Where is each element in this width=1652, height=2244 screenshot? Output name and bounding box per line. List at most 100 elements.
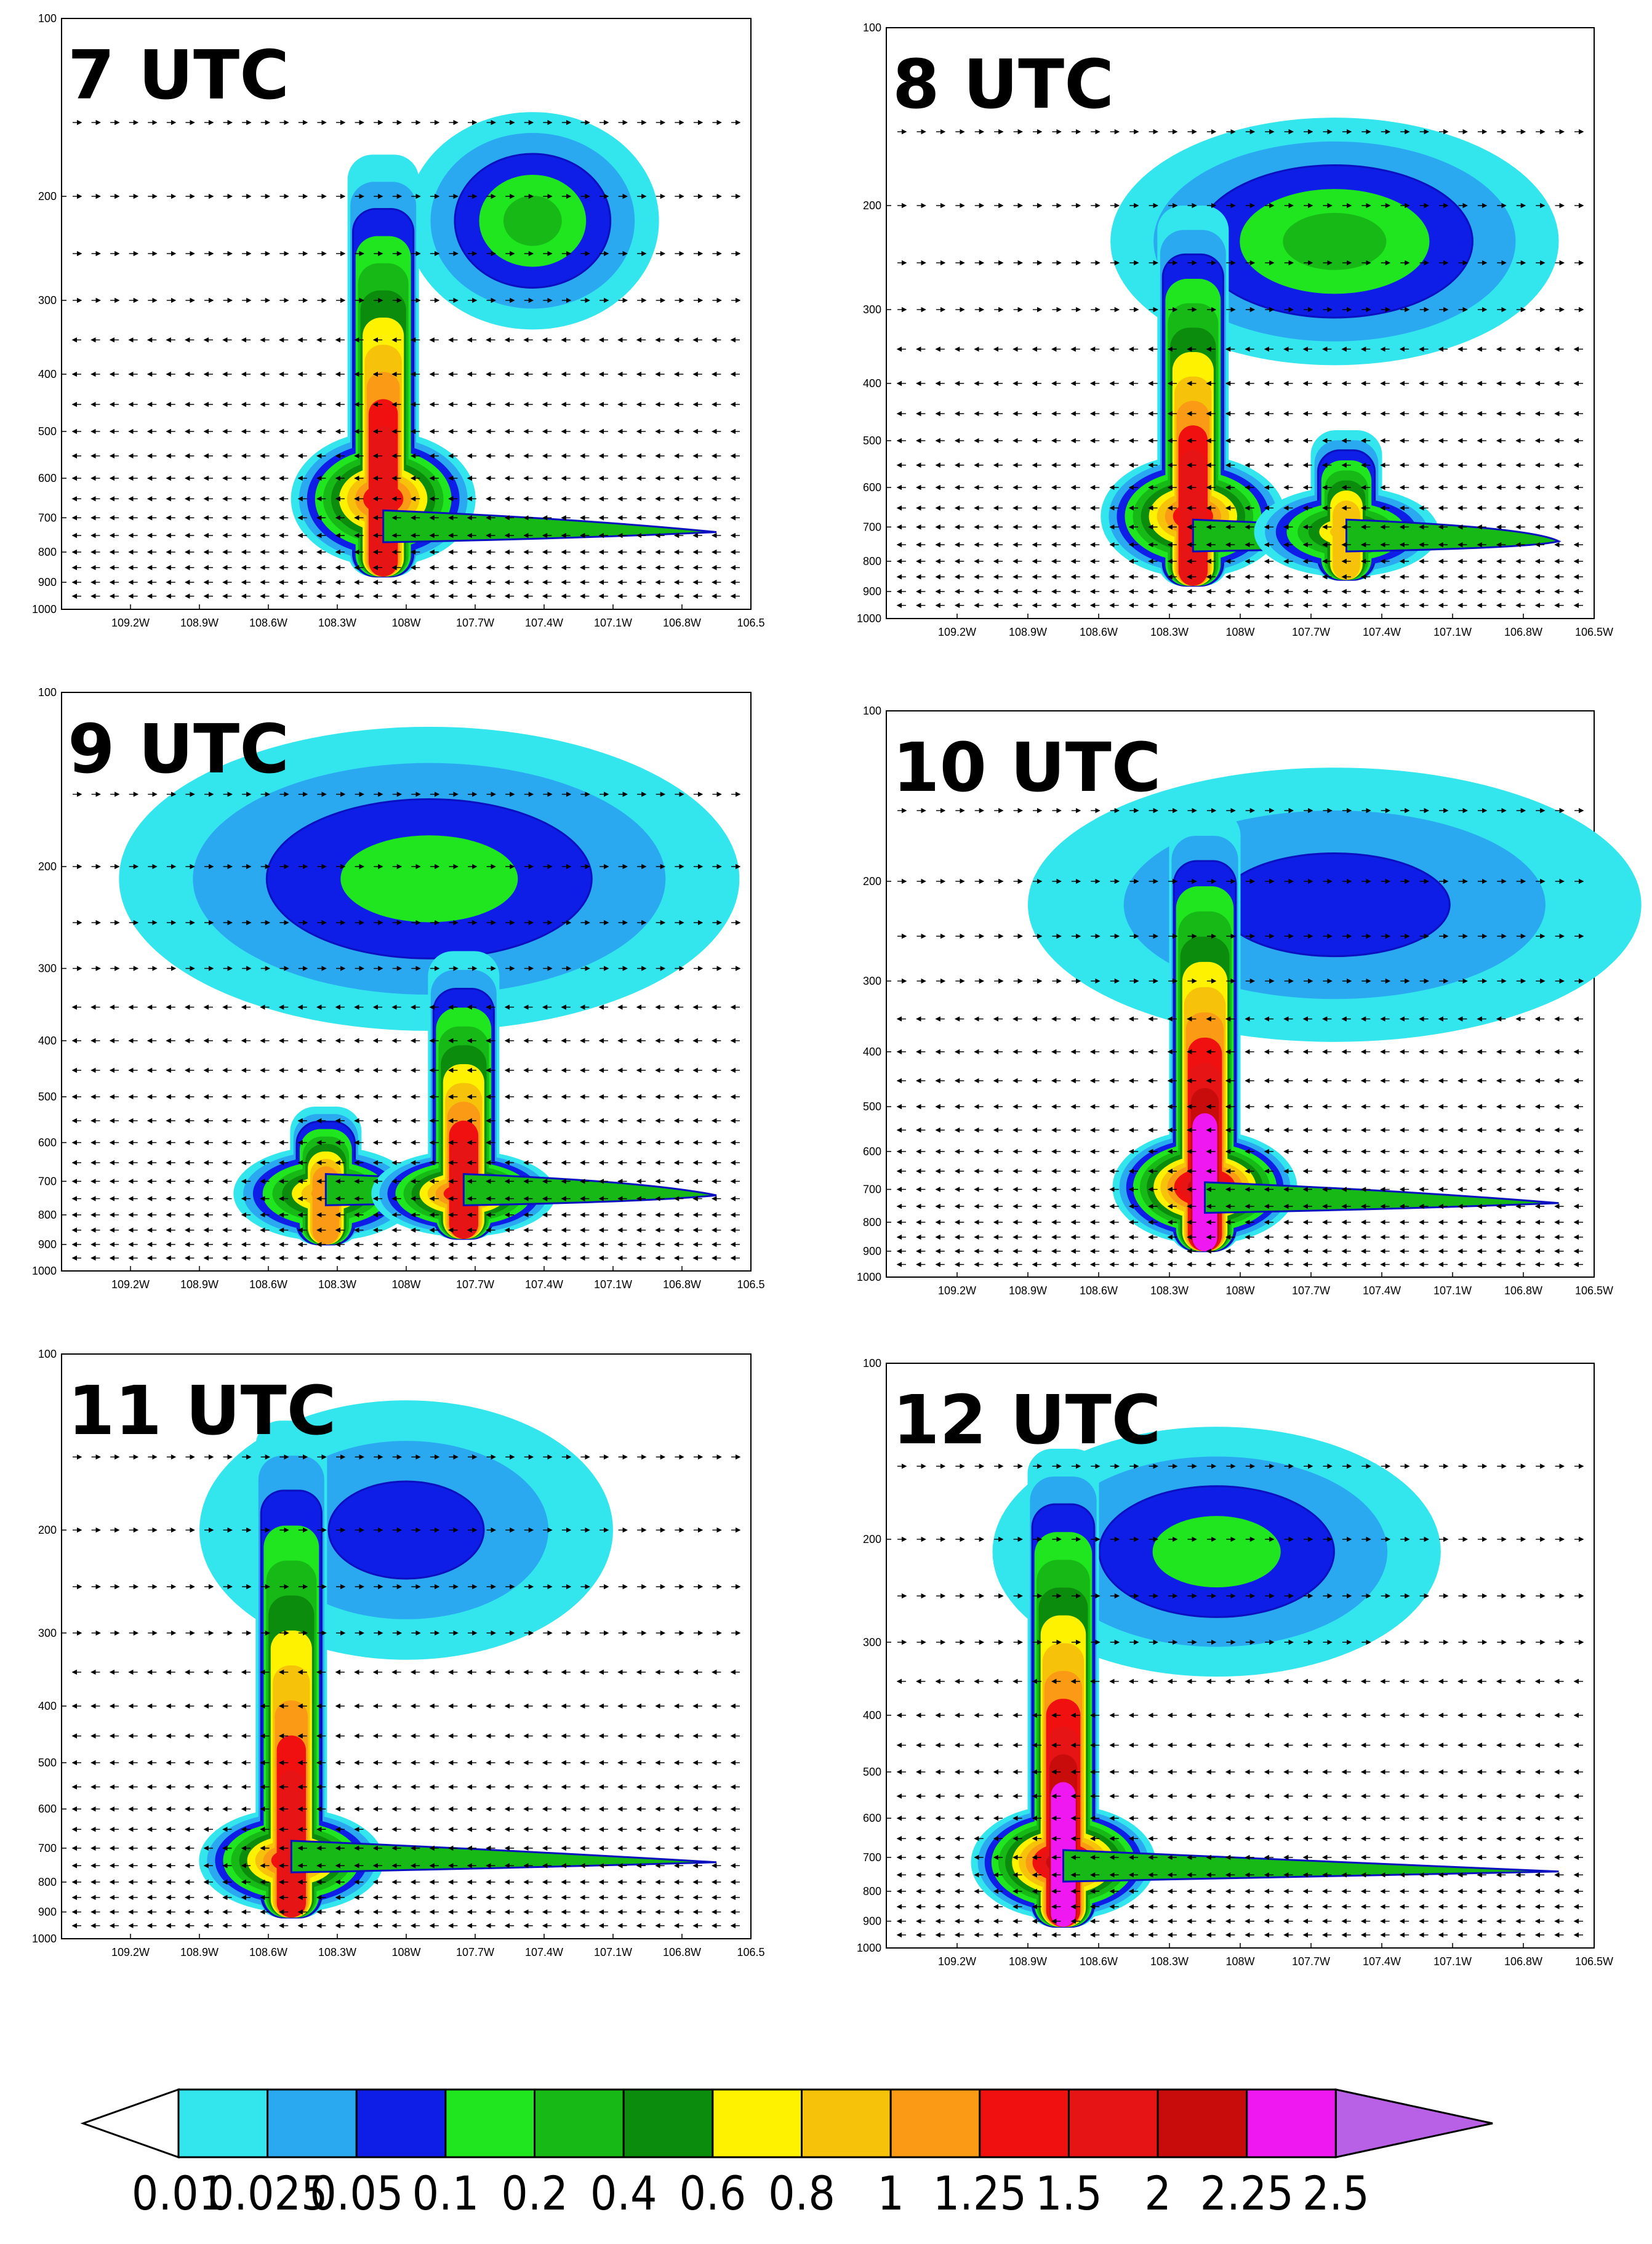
y-tick-label: 900: [863, 1245, 881, 1257]
y-tick-label: 300: [863, 975, 881, 987]
y-tick-label: 600: [38, 1803, 57, 1815]
y-tick-label: 400: [38, 1035, 57, 1047]
x-tick-label: 107.4W: [1363, 626, 1401, 638]
y-tick-label: 500: [38, 425, 57, 438]
y-tick-label: 600: [38, 1136, 57, 1148]
colorbar-label: 1.5: [1035, 2166, 1102, 2221]
y-tick-label: 900: [38, 1906, 57, 1918]
x-tick-label: 109.2W: [938, 626, 976, 638]
y-tick-label: 300: [38, 1627, 57, 1639]
x-tick-label: 107.1W: [594, 1946, 632, 1958]
y-tick-label: 100: [863, 705, 881, 717]
anvil-level-0.2: [503, 195, 562, 246]
y-tick-label: 1000: [857, 1271, 881, 1283]
y-tick-label: 800: [863, 555, 881, 567]
x-tick-label: 107.7W: [456, 617, 494, 629]
colorbar-label: 2: [1144, 2166, 1171, 2221]
y-tick-label: 200: [863, 199, 881, 212]
contour-field: [291, 112, 717, 578]
colorbar-box: [712, 2088, 803, 2158]
anvil-level-0.1: [340, 835, 518, 923]
outflow-tongue: [1204, 1181, 1559, 1214]
y-tick-label: 100: [38, 12, 57, 25]
y-tick-label: 1000: [32, 1933, 57, 1945]
y-tick-label: 200: [38, 190, 57, 202]
outflow-tongue: [382, 509, 717, 543]
x-tick-label: 109.2W: [111, 1946, 150, 1958]
y-tick-label: 600: [863, 1145, 881, 1158]
x-tick-label: 106.8W: [1504, 1284, 1542, 1297]
colorbar-label: 0.2: [501, 2166, 568, 2221]
wind-vectors: [896, 129, 1584, 608]
wind-vectors: [71, 119, 741, 599]
x-tick-label: 106.8W: [663, 1946, 701, 1958]
colorbar-box: [979, 2088, 1070, 2158]
y-tick-label: 200: [38, 860, 57, 873]
outflow-tongue: [290, 1840, 717, 1873]
colorbar-box: [267, 2088, 358, 2158]
x-tick-label: 108W: [1225, 1955, 1254, 1968]
x-tick-label: 108.6W: [249, 617, 287, 629]
y-tick-label: 100: [863, 1357, 881, 1369]
colorbar-box: [1157, 2088, 1248, 2158]
contour-field: [1101, 118, 1562, 587]
y-tick-label: 700: [38, 1175, 57, 1187]
x-tick-label: 109.2W: [938, 1955, 976, 1968]
colorbar-label: 0.4: [590, 2166, 657, 2221]
contour-field: [971, 1427, 1559, 1928]
x-tick-label: 106.8W: [663, 617, 701, 629]
panel-6: 100 200 300 400 500 600 700 800 900 1000 109.2W 108…: [857, 1357, 1613, 1968]
y-tick-label: 500: [863, 1100, 881, 1113]
y-tick-label: 300: [38, 294, 57, 307]
y-tick-label: 400: [863, 377, 881, 390]
colorbar-under-triangle: [80, 2088, 180, 2159]
x-tick-label: 108W: [391, 1278, 420, 1291]
x-tick-label: 108.9W: [1009, 626, 1047, 638]
colorbar-box: [889, 2088, 981, 2158]
contour-field: [199, 1400, 717, 1919]
y-tick-label: 100: [38, 1348, 57, 1360]
x-tick-label: 108W: [391, 1946, 420, 1958]
x-tick-label: 107.7W: [1292, 1955, 1330, 1968]
colorbar-label: 0.025: [207, 2166, 328, 2221]
x-tick-label: 108W: [1225, 626, 1254, 638]
panel-1: 100 200 300 400 500 600 700 800 900 1000 109.2W 108…: [32, 12, 765, 629]
x-tick-label: 108.3W: [318, 1946, 356, 1958]
x-tick-label: 107.1W: [1433, 626, 1472, 638]
y-tick-label: 900: [863, 585, 881, 598]
wind-vectors: [896, 807, 1584, 1267]
colorbar-label: 2.25: [1200, 2166, 1294, 2221]
x-tick-label: 107.4W: [525, 617, 563, 629]
panel-4: 100 200 300 400 500 600 700 800 900 1000 109.2W 108…: [857, 705, 1642, 1297]
x-tick-label: 108W: [1225, 1284, 1254, 1297]
y-tick-label: 1000: [32, 603, 57, 615]
x-tick-label: 108W: [391, 617, 420, 629]
x-tick-label: 106.8W: [1504, 626, 1542, 638]
y-tick-label: 900: [38, 576, 57, 588]
y-tick-label: 100: [863, 22, 881, 34]
y-tick-label: 900: [38, 1238, 57, 1251]
colorbar-box: [444, 2088, 536, 2158]
x-tick-label: 107.1W: [594, 1278, 632, 1291]
y-tick-label: 800: [863, 1885, 881, 1897]
panel-title: 9 UTC: [68, 710, 289, 788]
x-tick-label: 108.9W: [180, 1946, 219, 1958]
x-tick-label: 108.6W: [1080, 1284, 1118, 1297]
y-tick-label: 700: [38, 511, 57, 524]
x-tick-label: 107.4W: [525, 1946, 563, 1958]
x-tick-label: 109.2W: [938, 1284, 976, 1297]
panel-5: 100 200 300 400 500 600 700 800 900 1000 109.2W 108…: [32, 1348, 765, 1958]
y-tick-label: 100: [38, 686, 57, 699]
x-tick-label: 108.6W: [1080, 1955, 1118, 1968]
y-tick-label: 400: [863, 1709, 881, 1721]
y-tick-label: 800: [38, 1876, 57, 1888]
contour-field: [1027, 767, 1642, 1252]
x-tick-label: 107.4W: [1363, 1955, 1401, 1968]
anvil-level-0.2: [1283, 212, 1387, 270]
x-tick-label: 106.5: [737, 1278, 764, 1291]
x-tick-label: 108.3W: [1150, 1284, 1189, 1297]
y-tick-label: 1000: [857, 612, 881, 625]
panels-group: 100 200 300 400 500 600 700 800 900 1000 109.2W 108…: [32, 12, 1642, 1968]
